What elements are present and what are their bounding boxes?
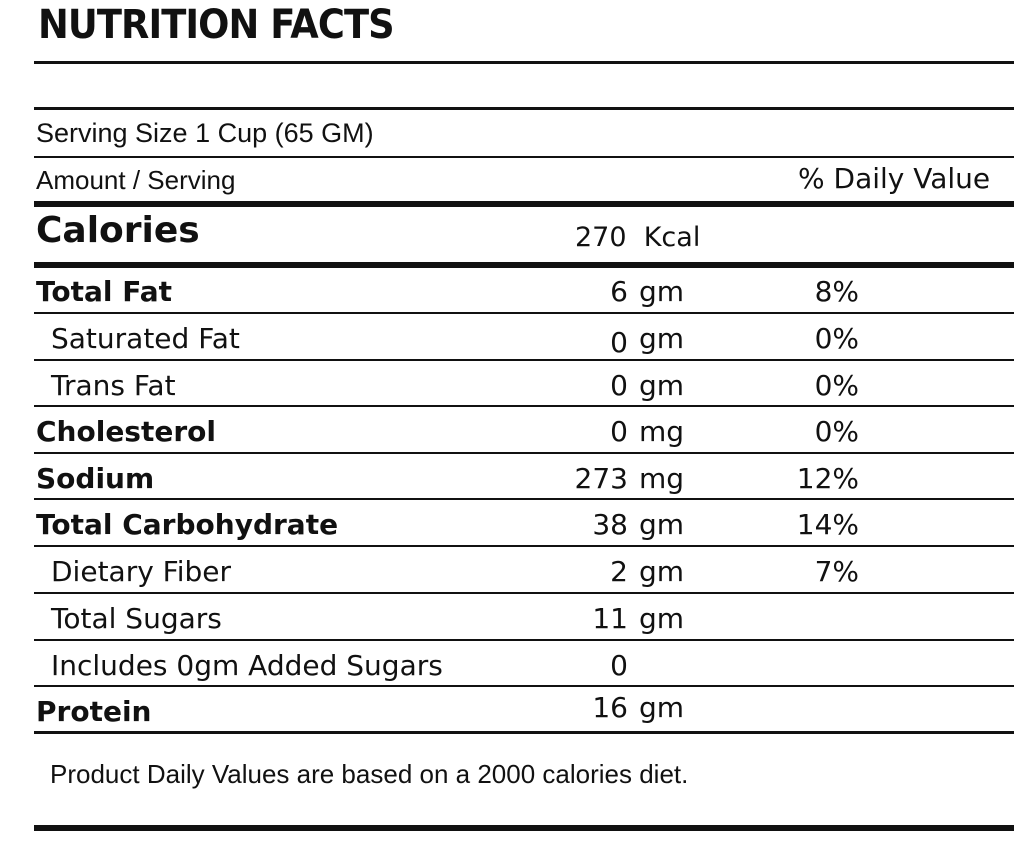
nutrient-unit: gm — [639, 508, 685, 541]
nutrient-name: Protein — [36, 695, 152, 728]
divider-serving — [34, 156, 1014, 158]
nutrient-unit: gm — [639, 275, 685, 308]
nutrient-unit: gm — [639, 602, 685, 635]
nutrient-amount: 11 — [592, 602, 628, 635]
row-divider — [34, 452, 1014, 454]
label-title: NUTRITION FACTS — [38, 2, 395, 48]
nutrient-daily-value: 0% — [814, 369, 859, 402]
nutrient-amount: 0 — [610, 326, 628, 359]
nutrient-daily-value: 0% — [814, 322, 859, 355]
divider-top — [34, 61, 1014, 64]
nutrient-name: Includes 0gm Added Sugars — [51, 649, 443, 682]
nutrient-row-trans-fat: Trans Fat 0 gm 0% — [0, 361, 1024, 408]
nutrient-amount: 0 — [610, 369, 628, 402]
calories-value: 270 Kcal — [575, 222, 701, 253]
nutrient-row-added-sugars: Includes 0gm Added Sugars 0 — [0, 641, 1024, 688]
nutrient-name: Cholesterol — [36, 415, 216, 448]
row-divider — [34, 359, 1014, 361]
row-divider — [34, 545, 1014, 547]
nutrient-daily-value: 8% — [814, 275, 859, 308]
nutrient-row-total-sugars: Total Sugars 11 gm — [0, 594, 1024, 641]
divider-calories-bottom — [34, 262, 1014, 268]
divider-serving-top — [34, 107, 1014, 110]
nutrient-daily-value: 12% — [796, 462, 859, 495]
divider-bottom — [34, 825, 1014, 831]
nutrient-daily-value: 7% — [814, 555, 859, 588]
nutrient-amount: 6 — [610, 275, 628, 308]
row-divider — [34, 685, 1014, 687]
calories-label: Calories — [36, 210, 200, 251]
footnote: Product Daily Values are based on a 2000… — [50, 759, 689, 789]
row-divider — [34, 639, 1014, 641]
daily-value-header: % Daily Value — [798, 162, 991, 195]
nutrient-amount: 0 — [610, 649, 628, 682]
nutrient-row-total-fat: Total Fat 6 gm 8% — [0, 267, 1024, 314]
divider-footnote-top — [34, 731, 1014, 734]
amount-per-serving: Amount / Serving — [36, 165, 236, 195]
nutrient-unit: gm — [639, 555, 685, 588]
nutrient-name: Sodium — [36, 462, 155, 495]
nutrient-name: Total Fat — [36, 275, 173, 308]
nutrient-name: Total Carbohydrate — [36, 508, 339, 541]
row-divider — [34, 405, 1014, 407]
nutrient-row-total-carbohydrate: Total Carbohydrate 38 gm 14% — [0, 500, 1024, 547]
row-divider — [34, 498, 1014, 500]
nutrient-amount: 273 — [574, 462, 628, 495]
nutrient-name: Total Sugars — [51, 602, 222, 635]
nutrient-name: Dietary Fiber — [51, 555, 232, 588]
divider-calories-top — [34, 201, 1014, 207]
nutrient-amount: 2 — [610, 555, 628, 588]
nutrient-amount: 38 — [592, 508, 628, 541]
nutrient-amount: 16 — [592, 691, 628, 724]
nutrient-daily-value: 14% — [796, 508, 859, 541]
nutrient-name: Saturated Fat — [51, 322, 240, 355]
serving-size: Serving Size 1 Cup (65 GM) — [36, 118, 374, 148]
nutrient-name: Trans Fat — [51, 369, 176, 402]
nutrient-row-protein: Protein 16 gm — [0, 687, 1024, 734]
nutrient-row-saturated-fat: Saturated Fat 0 gm 0% — [0, 314, 1024, 361]
nutrient-unit: gm — [639, 369, 685, 402]
nutrient-daily-value: 0% — [814, 415, 859, 448]
row-divider — [34, 312, 1014, 314]
nutrient-unit: gm — [639, 322, 685, 355]
nutrient-row-sodium: Sodium 273 mg 12% — [0, 454, 1024, 501]
row-divider — [34, 592, 1014, 594]
nutrient-unit: gm — [639, 691, 685, 724]
nutrient-row-dietary-fiber: Dietary Fiber 2 gm 7% — [0, 547, 1024, 594]
nutrient-unit: mg — [639, 462, 685, 495]
nutrient-amount: 0 — [610, 415, 628, 448]
nutrient-unit: mg — [639, 415, 685, 448]
nutrient-row-cholesterol: Cholesterol 0 mg 0% — [0, 407, 1024, 454]
